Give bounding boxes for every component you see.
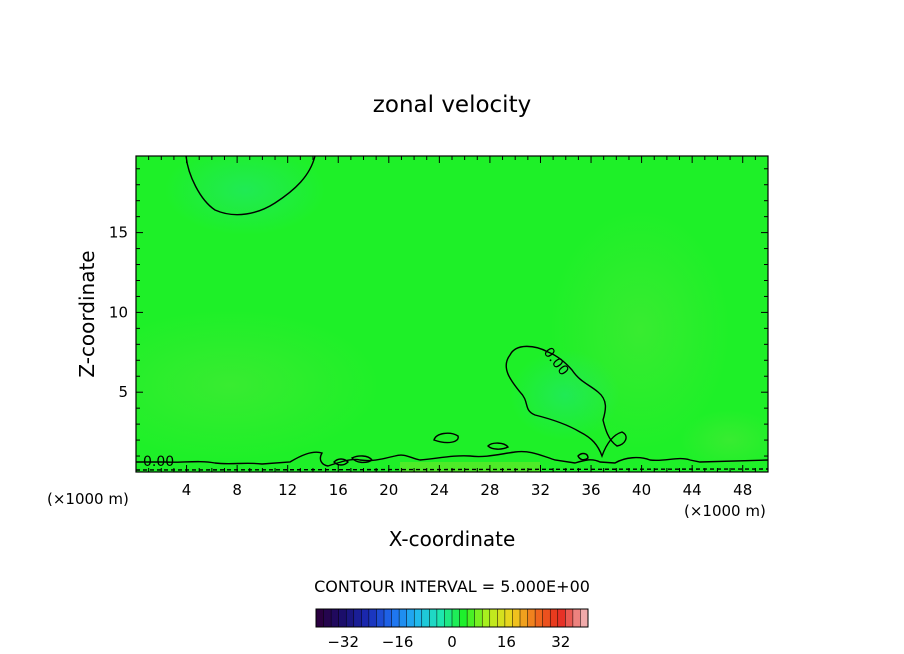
colorbar-segment (467, 609, 475, 627)
shade-region (136, 310, 380, 460)
colorbar-segment (535, 609, 543, 627)
y-tick-label: 15 (109, 224, 128, 242)
x-tick-label: 12 (278, 481, 297, 499)
colorbar-segment (444, 609, 453, 627)
x-tick-label: 40 (632, 481, 651, 499)
colorbar-tick-label: 32 (551, 633, 570, 651)
colorbar: −32 −16 0 16 32 (315, 608, 589, 651)
colorbar-tick-label: −16 (382, 633, 414, 651)
contour-line (487, 442, 510, 450)
colorbar-segment (542, 609, 551, 627)
plot-area: 0.00 0.00 (135, 155, 769, 473)
colorbar-segment (376, 609, 385, 627)
colorbar-segment (338, 609, 347, 627)
contour-line (505, 345, 627, 459)
x-tick-label: 4 (182, 481, 192, 499)
shade-region (510, 350, 620, 440)
colorbar-segment (399, 609, 407, 627)
colorbar-tick-label: 0 (447, 633, 457, 651)
y-unit-label: (×1000 m) (684, 502, 766, 520)
colorbar-segment (316, 609, 324, 627)
colorbar-segment (489, 609, 498, 627)
x-tick-label: 20 (379, 481, 398, 499)
contour-line (136, 450, 768, 467)
shade-region (680, 410, 768, 470)
y-axis-label: Z-coordinate (75, 250, 99, 377)
colorbar-segment (520, 609, 528, 627)
colorbar-segment (384, 609, 392, 627)
colorbar-segment (323, 609, 332, 627)
contour-label: 0.00 (143, 454, 174, 470)
x-tick-label: 48 (733, 481, 752, 499)
contour-line (350, 455, 374, 464)
x-tick-label: 8 (232, 481, 242, 499)
colorbar-segment (497, 609, 506, 627)
colorbar-segment (346, 609, 355, 627)
colorbar-segment (580, 609, 589, 627)
shade-region (400, 462, 540, 472)
colorbar-segment (565, 609, 574, 627)
contour-line (577, 452, 589, 461)
colorbar-segment (361, 609, 370, 627)
x-tick-label: 44 (683, 481, 702, 499)
x-tick-label: 28 (480, 481, 499, 499)
x-tick-label: 24 (430, 481, 449, 499)
colorbar-segment (504, 609, 513, 627)
x-tick-label: 36 (581, 481, 600, 499)
colorbar-segment (406, 609, 415, 627)
colorbar-segment (557, 609, 566, 627)
contour-interval-label: CONTOUR INTERVAL = 5.000E+00 (314, 577, 590, 596)
colorbar-segment (474, 609, 483, 627)
chart-title: zonal velocity (373, 92, 531, 118)
colorbar-segment (436, 609, 445, 627)
colorbar-frame (315, 608, 589, 628)
colorbar-segment (421, 609, 430, 627)
colorbar-segment (482, 609, 491, 627)
x-unit-label: (×1000 m) (47, 490, 129, 508)
y-tick-label: 5 (118, 383, 128, 401)
colorbar-segment (452, 609, 460, 627)
x-axis: 4 8 12 16 20 24 28 32 36 40 44 48 (148, 156, 756, 499)
colorbar-segment (391, 609, 400, 627)
colorbar-segment (550, 609, 559, 627)
colorbar-segment (429, 609, 438, 627)
y-axis: 5 10 15 (109, 168, 768, 457)
x-axis-label: X-coordinate (389, 527, 516, 551)
colorbar-segment (331, 609, 339, 627)
colorbar-segment (459, 609, 468, 627)
x-tick-label: 16 (329, 481, 348, 499)
colorbar-segment (512, 609, 521, 627)
contour-line (185, 156, 316, 216)
contour-line (333, 458, 349, 466)
x-tick-label: 32 (531, 481, 550, 499)
colorbar-segment (368, 609, 377, 627)
colorbar-segment (353, 609, 362, 627)
colorbar-segment (414, 609, 423, 627)
field-shading (136, 156, 768, 472)
colorbar-tick-label: 16 (497, 633, 516, 651)
colorbar-segment (527, 609, 536, 627)
shade-region (165, 156, 325, 235)
colorbar-tick-label: −32 (327, 633, 359, 651)
y-tick-label: 10 (109, 303, 128, 321)
colorbar-segment (572, 609, 581, 627)
contour-line (433, 432, 459, 444)
